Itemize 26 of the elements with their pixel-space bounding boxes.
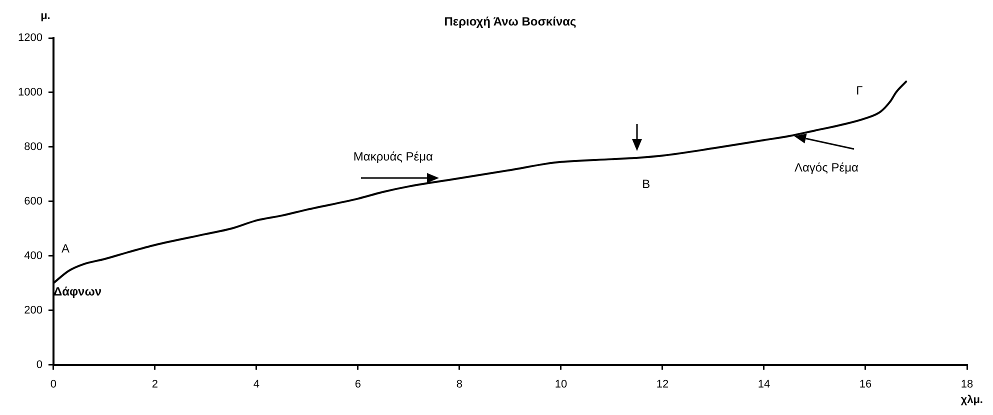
y-tick-label: 800	[24, 140, 42, 153]
x-tick-label: 16	[859, 378, 872, 390]
annotation: Δάφνων	[53, 284, 102, 298]
x-tick-label: 4	[253, 378, 260, 390]
y-axis-title: μ.	[40, 10, 50, 22]
x-tick-label: 2	[152, 378, 158, 390]
annotation: Μακρυάς Ρέμα	[353, 150, 434, 164]
y-tick-label: 400	[24, 250, 42, 262]
annotation: Γ	[856, 83, 864, 98]
x-tick-label: 18	[960, 378, 974, 390]
x-tick-label: 14	[758, 378, 770, 390]
x-tick-label: 10	[554, 378, 568, 390]
annotation: Α	[61, 241, 70, 256]
x-tick-label: 12	[656, 378, 669, 390]
annotation: Β	[642, 177, 650, 192]
x-tick-label: 6	[354, 378, 362, 390]
y-tick-label: 200	[24, 304, 42, 316]
y-tick-label: 1200	[18, 32, 42, 44]
y-tick-label: 0	[36, 358, 42, 371]
annotation: Λαγός Ρέμα	[794, 160, 858, 174]
x-axis-title: χλμ.	[960, 394, 983, 406]
y-tick-label: 600	[24, 195, 42, 208]
y-tick-label: 1000	[18, 86, 42, 98]
x-tick-label: 8	[456, 378, 463, 390]
chart-title: Περιοχή Άνω Βοσκίνας	[444, 14, 576, 28]
x-tick-label: 0	[50, 378, 57, 390]
